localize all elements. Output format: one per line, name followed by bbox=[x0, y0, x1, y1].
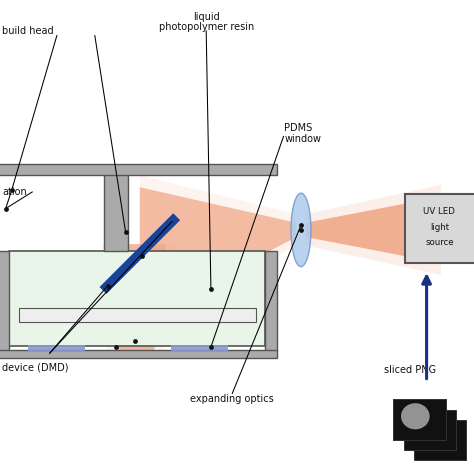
Point bbox=[131, 337, 139, 345]
Text: liquid: liquid bbox=[193, 12, 219, 22]
Polygon shape bbox=[140, 187, 296, 320]
Point bbox=[297, 221, 305, 229]
Bar bbox=[393, 399, 446, 440]
Bar bbox=[0, 350, 277, 358]
Bar bbox=[9, 251, 265, 346]
Text: PDMS: PDMS bbox=[284, 123, 313, 133]
Text: device (DMD): device (DMD) bbox=[2, 362, 69, 373]
Bar bbox=[404, 410, 456, 450]
Bar bbox=[414, 420, 466, 461]
Bar bbox=[405, 194, 474, 263]
Text: Micromirror: Micromirror bbox=[2, 350, 58, 361]
Bar bbox=[0, 251, 9, 351]
Polygon shape bbox=[306, 185, 441, 275]
Bar bbox=[171, 345, 228, 352]
Bar bbox=[28, 345, 85, 352]
Point bbox=[8, 186, 16, 193]
Polygon shape bbox=[102, 244, 178, 352]
Text: ation: ation bbox=[2, 187, 27, 197]
Text: light: light bbox=[430, 223, 449, 232]
Text: window: window bbox=[284, 134, 321, 144]
Point bbox=[104, 282, 111, 290]
Point bbox=[207, 285, 215, 293]
Text: build head: build head bbox=[2, 26, 54, 36]
Text: sliced PNG: sliced PNG bbox=[384, 365, 436, 375]
Bar bbox=[0, 164, 277, 175]
Ellipse shape bbox=[401, 403, 429, 429]
Point bbox=[112, 343, 120, 351]
Point bbox=[138, 252, 146, 260]
Text: source: source bbox=[425, 238, 454, 247]
Point bbox=[297, 226, 305, 234]
Ellipse shape bbox=[411, 414, 440, 440]
Text: expanding optics: expanding optics bbox=[191, 394, 274, 404]
Polygon shape bbox=[306, 197, 441, 263]
Point bbox=[207, 343, 215, 351]
Ellipse shape bbox=[291, 193, 311, 266]
Bar bbox=[265, 251, 277, 351]
Point bbox=[122, 228, 129, 236]
Text: photopolymer resin: photopolymer resin bbox=[159, 22, 254, 32]
Ellipse shape bbox=[422, 424, 450, 450]
Polygon shape bbox=[114, 244, 166, 352]
Polygon shape bbox=[140, 175, 296, 332]
Point bbox=[2, 205, 9, 212]
Text: UV LED: UV LED bbox=[423, 207, 456, 216]
Bar bbox=[19, 308, 256, 322]
Bar bbox=[104, 166, 128, 251]
